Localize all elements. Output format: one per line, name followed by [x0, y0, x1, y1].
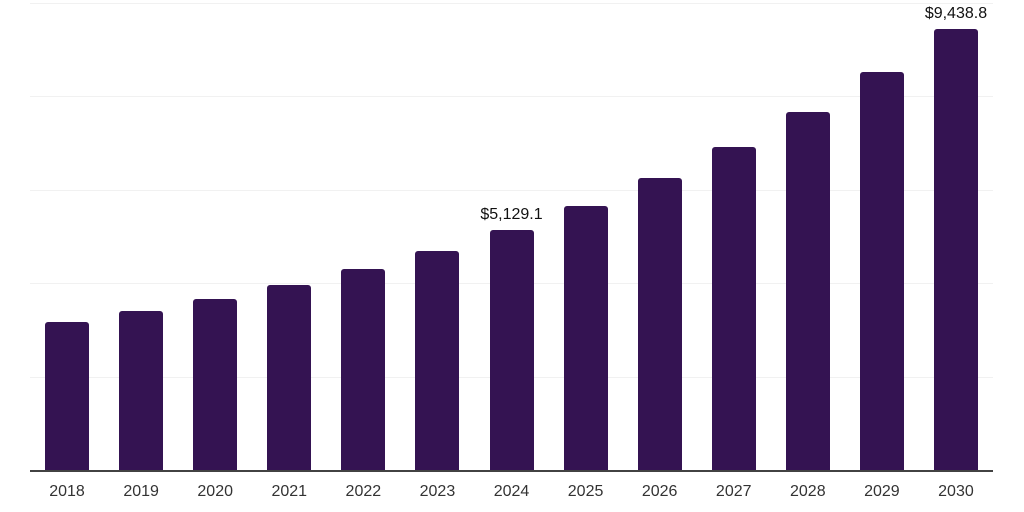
- x-tick-label-2019: 2019: [123, 483, 159, 500]
- gridline-y-10000: [30, 2, 993, 4]
- x-tick-label-2024: 2024: [493, 483, 530, 500]
- bar-2024: [489, 230, 534, 470]
- bar-2029: [859, 71, 904, 470]
- bar-2025: [563, 206, 608, 470]
- gridline-y-8000: [30, 96, 993, 97]
- x-axis-line: [30, 469, 993, 472]
- bar-2030: [933, 28, 978, 470]
- bar-2022: [341, 269, 386, 470]
- bar-2019: [119, 310, 164, 470]
- x-tick-label-2022: 2022: [345, 483, 382, 500]
- x-tick-label-2021: 2021: [271, 483, 308, 500]
- x-tick-label-2023: 2023: [419, 483, 456, 500]
- x-tick-label-2030: 2030: [938, 483, 974, 500]
- bar-2027: [711, 147, 756, 470]
- bar-2020: [193, 298, 238, 470]
- bar-2021: [267, 284, 312, 470]
- x-tick-label-2026: 2026: [641, 483, 678, 500]
- bar-2018: [45, 322, 90, 470]
- x-tick-label-2018: 2018: [49, 483, 85, 500]
- bar-2026: [637, 178, 682, 470]
- x-tick-label-2029: 2029: [864, 483, 900, 500]
- data-label-2030: $9,438.8: [924, 4, 988, 22]
- x-tick-label-2027: 2027: [715, 483, 752, 500]
- data-label-2024: $5,129.1: [480, 206, 543, 224]
- bar-2028: [785, 112, 830, 470]
- gridline-y-6000: [30, 189, 993, 191]
- x-tick-label-2028: 2028: [790, 483, 826, 500]
- x-tick-label-2025: 2025: [567, 483, 604, 500]
- x-tick-label-2020: 2020: [197, 483, 233, 500]
- bar-2023: [415, 250, 460, 470]
